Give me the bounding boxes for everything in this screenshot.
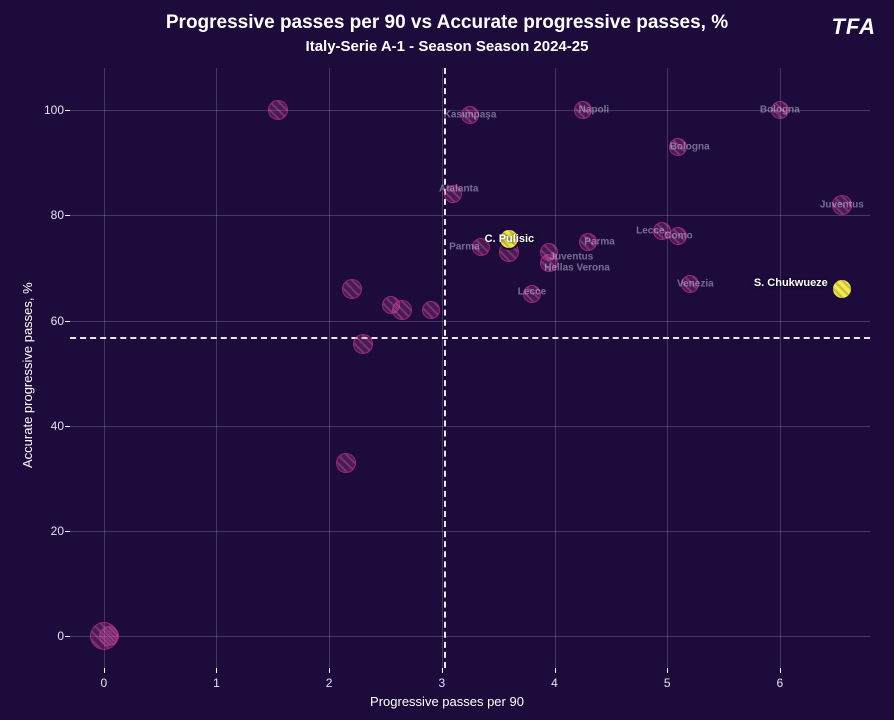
x-tick-mark [216, 668, 217, 673]
data-point [353, 334, 373, 354]
chart-title: Progressive passes per 90 vs Accurate pr… [0, 12, 894, 34]
chart-canvas: Progressive passes per 90 vs Accurate pr… [0, 0, 894, 720]
data-point [422, 301, 440, 319]
highlight-point-label: S. Chukwueze [754, 277, 828, 289]
reference-line-y [70, 337, 870, 339]
chart-subtitle: Italy-Serie A-1 - Season Season 2024-25 [0, 38, 894, 55]
data-point-label: Lecce [636, 226, 664, 237]
x-tick-label: 2 [326, 676, 333, 690]
gridline-v [442, 68, 443, 668]
data-point [99, 626, 119, 646]
data-point [268, 100, 288, 120]
highlight-point [831, 278, 853, 300]
data-point [342, 279, 362, 299]
y-tick-label: 0 [40, 629, 64, 643]
gridline-v [555, 68, 556, 668]
data-point-label: Como [664, 231, 692, 242]
data-point-label: Kasımpaşa [444, 110, 497, 121]
x-tick-label: 1 [213, 676, 220, 690]
x-tick-mark [555, 668, 556, 673]
gridline-v [329, 68, 330, 668]
x-tick-mark [442, 668, 443, 673]
gridline-h [70, 636, 870, 637]
data-point [336, 453, 356, 473]
data-point-label: Bologna [670, 141, 710, 152]
y-tick-label: 100 [40, 103, 64, 117]
gridline-v [780, 68, 781, 668]
gridline-h [70, 321, 870, 322]
data-point-label: Parma [584, 236, 615, 247]
data-point [392, 300, 412, 320]
x-tick-label: 4 [551, 676, 558, 690]
data-point-label: Venezia [677, 278, 714, 289]
gridline-h [70, 426, 870, 427]
data-point-label: Parma [449, 241, 480, 252]
x-tick-label: 6 [777, 676, 784, 690]
gridline-h [70, 531, 870, 532]
highlight-point-label: C. Pulisic [485, 233, 535, 245]
data-point-label: Juventus [820, 199, 864, 210]
data-point-label: Juventus [549, 252, 593, 263]
gridline-v [667, 68, 668, 668]
data-point-label: Atalanta [439, 184, 478, 195]
y-tick-label: 40 [40, 419, 64, 433]
plot-area: Atalanta Kasımpaşa Parma Lecce Hellas Verona… [70, 68, 870, 668]
gridline-v [216, 68, 217, 668]
x-tick-label: 3 [438, 676, 445, 690]
data-point-label: Napoli [579, 105, 610, 116]
x-tick-label: 5 [664, 676, 671, 690]
x-tick-label: 0 [100, 676, 107, 690]
reference-line-x [444, 68, 446, 668]
x-tick-mark [667, 668, 668, 673]
x-tick-mark [780, 668, 781, 673]
y-tick-label: 80 [40, 208, 64, 222]
gridline-v [104, 68, 105, 668]
data-point-label: Hellas Verona [544, 263, 610, 274]
x-axis-label: Progressive passes per 90 [0, 694, 894, 709]
x-tick-mark [104, 668, 105, 673]
tfa-logo: TFA [831, 14, 876, 40]
gridline-h [70, 215, 870, 216]
y-axis-label: Accurate progressive passes, % [20, 282, 35, 468]
y-tick-label: 60 [40, 314, 64, 328]
data-point-label: Lecce [518, 286, 546, 297]
data-point-label: Bologna [760, 105, 800, 116]
y-tick-label: 20 [40, 524, 64, 538]
x-tick-mark [329, 668, 330, 673]
